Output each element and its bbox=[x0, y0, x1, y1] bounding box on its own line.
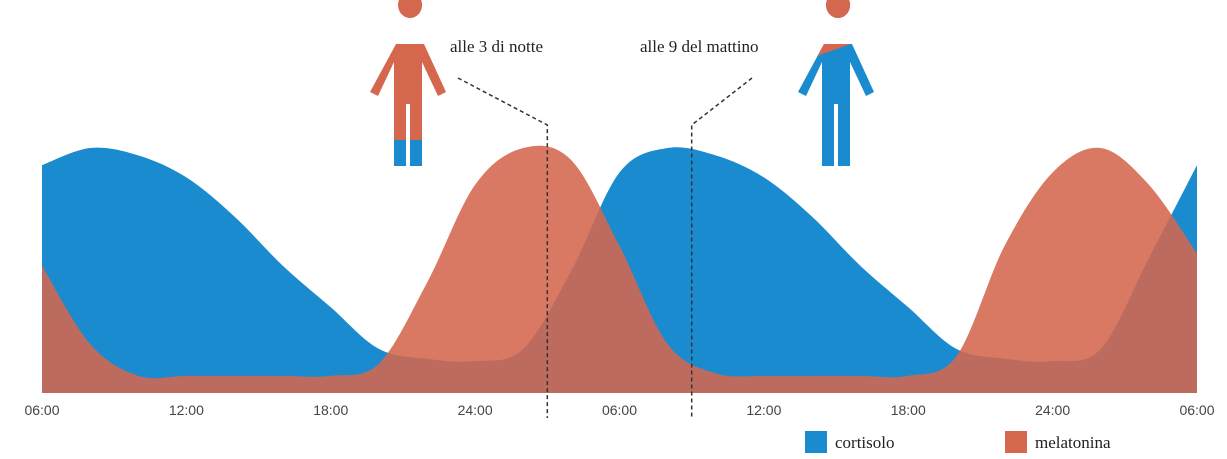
x-tick-label: 18:00 bbox=[891, 402, 926, 418]
legend-swatch bbox=[805, 431, 827, 453]
x-tick-label: 06:00 bbox=[24, 402, 59, 418]
area bbox=[42, 145, 1197, 393]
x-tick-label: 24:00 bbox=[458, 402, 493, 418]
annotation: alle 9 del mattino bbox=[640, 37, 759, 56]
x-tick-label: 18:00 bbox=[313, 402, 348, 418]
x-tick-label: 12:00 bbox=[169, 402, 204, 418]
x-tick-label: 06:00 bbox=[602, 402, 637, 418]
x-tick-label: 24:00 bbox=[1035, 402, 1070, 418]
legend-label: cortisolo bbox=[835, 433, 895, 452]
x-tick-label: 12:00 bbox=[746, 402, 781, 418]
annotation-line bbox=[457, 77, 549, 418]
legend-label: melatonina bbox=[1035, 433, 1111, 452]
plot-area bbox=[42, 145, 1197, 393]
legend: cortisolo melatonina bbox=[805, 431, 1111, 453]
legend-swatch bbox=[1005, 431, 1027, 453]
x-tick-label: 06:00 bbox=[1179, 402, 1214, 418]
annotation: alle 3 di notte bbox=[450, 37, 543, 56]
